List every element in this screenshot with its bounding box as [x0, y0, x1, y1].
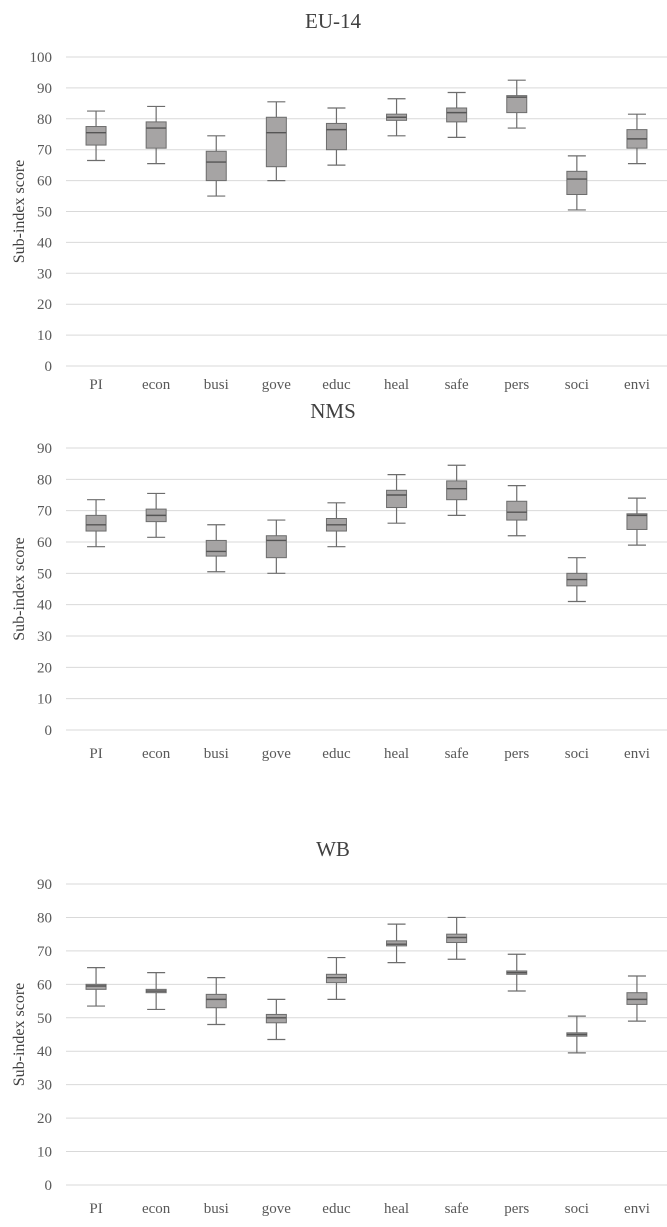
x-tick-label: pers: [504, 377, 529, 393]
box-PI: [85, 983, 107, 990]
box-educ: [325, 973, 347, 984]
box-safe: [446, 107, 468, 123]
x-tick-label: envi: [624, 1201, 650, 1217]
y-tick-label: 0: [45, 723, 53, 739]
x-tick-label: envi: [624, 377, 650, 393]
x-tick-label: gove: [262, 746, 292, 762]
x-tick-label: econ: [142, 377, 171, 393]
x-tick-label: econ: [142, 1201, 171, 1217]
x-tick-label: gove: [262, 377, 292, 393]
y-tick-label: 30: [37, 1078, 52, 1094]
y-tick-label: 80: [37, 112, 52, 128]
box-gove: [265, 535, 287, 559]
x-tick-label: PI: [89, 377, 102, 393]
y-tick-label: 70: [37, 504, 52, 520]
y-tick-label: 80: [37, 910, 52, 926]
box-busi: [205, 150, 227, 182]
y-tick-label: 10: [37, 328, 52, 344]
y-tick-label: 40: [37, 598, 52, 614]
box-PI: [85, 514, 107, 532]
y-tick-label: 90: [37, 441, 52, 457]
y-tick-label: 10: [37, 692, 52, 708]
box-educ: [325, 122, 347, 151]
y-tick-label: 60: [37, 977, 52, 993]
x-tick-label: soci: [565, 377, 589, 393]
x-tick-label: heal: [384, 746, 409, 762]
y-tick-label: 20: [37, 297, 52, 313]
box-gove: [265, 116, 287, 168]
x-tick-label: PI: [89, 746, 102, 762]
y-tick-label: 80: [37, 472, 52, 488]
box-busi: [205, 993, 227, 1009]
x-tick-label: busi: [204, 1201, 229, 1217]
x-tick-label: safe: [445, 746, 469, 762]
x-tick-label: heal: [384, 377, 409, 393]
y-tick-label: 0: [45, 359, 53, 375]
chart-title: WB: [316, 837, 350, 861]
box-pers: [506, 500, 528, 521]
y-tick-label: 50: [37, 205, 52, 221]
box-gove: [265, 1013, 287, 1024]
boxplot-wb: WB Sub-index score 0 10 20 30 40 50 60 70 80 90 PI ec…: [11, 837, 667, 1217]
x-tick-label: educ: [322, 1201, 351, 1217]
y-axis-label: Sub-index score: [11, 160, 28, 264]
y-tick-label: 60: [37, 535, 52, 551]
box-envi: [626, 992, 648, 1005]
chart-title: EU-14: [305, 9, 361, 33]
boxplot-eu14: EU-14 Sub-index score 0 10 20 30 40 50 60 70 80 90 1…: [11, 9, 667, 393]
chart-panel-wb: WB Sub-index score 0 10 20 30 40 50 60 70 80 90 PI ec…: [0, 832, 667, 1227]
chart-panel-eu14: EU-14 Sub-index score 0 10 20 30 40 50 60 70 80 90 1…: [0, 0, 667, 395]
y-tick-label: 70: [37, 143, 52, 159]
y-tick-label: 100: [30, 50, 53, 66]
y-axis-label: Sub-index score: [11, 983, 28, 1087]
y-tick-label: 30: [37, 629, 52, 645]
x-tick-label: educ: [322, 746, 351, 762]
y-tick-label: 60: [37, 174, 52, 190]
x-tick-label: econ: [142, 746, 171, 762]
y-tick-label: 0: [45, 1178, 53, 1194]
y-tick-label: 30: [37, 266, 52, 282]
box-envi: [626, 513, 648, 530]
box-safe: [446, 480, 468, 501]
x-tick-label: pers: [504, 1201, 529, 1217]
x-tick-label: safe: [445, 1201, 469, 1217]
box-pers: [506, 95, 528, 114]
x-tick-label: PI: [89, 1201, 102, 1217]
x-tick-label: safe: [445, 377, 469, 393]
y-tick-label: 70: [37, 944, 52, 960]
box-safe: [446, 933, 468, 944]
x-tick-label: busi: [204, 746, 229, 762]
box-heal: [386, 489, 408, 509]
y-axis-label: Sub-index score: [11, 537, 28, 641]
y-tick-label: 90: [37, 81, 52, 97]
x-tick-label: envi: [624, 746, 650, 762]
x-tick-label: educ: [322, 377, 351, 393]
y-tick-label: 10: [37, 1145, 52, 1161]
y-tick-label: 20: [37, 1111, 52, 1127]
chart-panel-nms: NMS Sub-index score 0 10 20 30 40 50 60 70 80 90 PI e…: [0, 400, 667, 780]
x-tick-label: busi: [204, 377, 229, 393]
y-tick-label: 90: [37, 877, 52, 893]
x-tick-label: pers: [504, 746, 529, 762]
y-tick-label: 50: [37, 1011, 52, 1027]
x-tick-label: heal: [384, 1201, 409, 1217]
box-PI: [85, 126, 107, 146]
box-busi: [205, 539, 227, 557]
x-tick-label: soci: [565, 746, 589, 762]
x-tick-label: soci: [565, 1201, 589, 1217]
y-tick-label: 40: [37, 235, 52, 251]
box-soci: [566, 170, 588, 196]
chart-title: NMS: [310, 400, 356, 423]
box-econ: [145, 121, 167, 149]
box-heal: [386, 940, 408, 947]
y-tick-label: 40: [37, 1044, 52, 1060]
x-tick-label: gove: [262, 1201, 292, 1217]
y-tick-label: 20: [37, 660, 52, 676]
boxplot-nms: NMS Sub-index score 0 10 20 30 40 50 60 70 80 90 PI e…: [11, 400, 667, 762]
y-tick-label: 50: [37, 566, 52, 582]
